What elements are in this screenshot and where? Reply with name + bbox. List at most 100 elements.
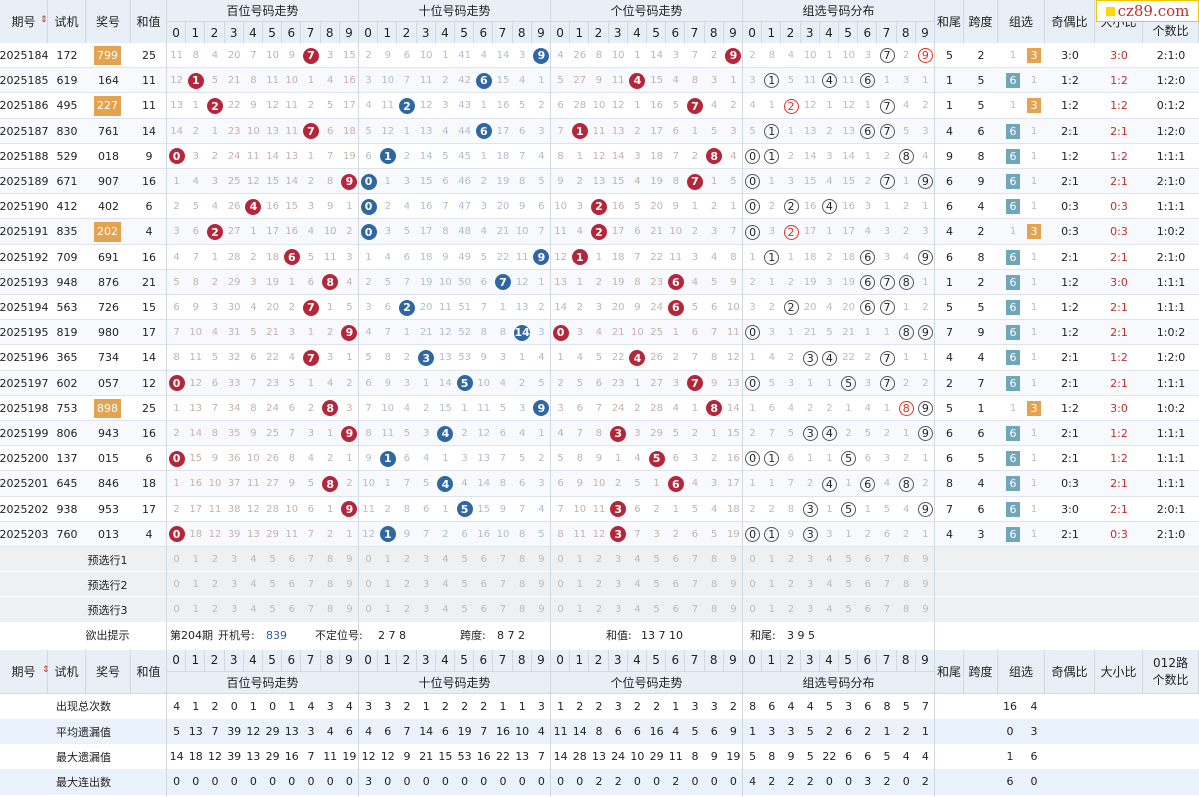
preselect-digit[interactable]: 0 [173,579,180,591]
preselect-digit[interactable]: 2 [595,579,603,591]
preselect-digit[interactable]: 3 [615,604,622,616]
preselect-digit[interactable]: 9 [922,554,929,566]
preselect-digit[interactable]: 7 [883,554,891,566]
preselect-digit[interactable]: 5 [461,604,468,616]
preselect-digit[interactable]: 7 [499,579,507,591]
preselect-digit[interactable]: 6 [480,579,487,591]
issue-header[interactable]: 期号 [0,0,48,44]
preselect-digit[interactable]: 8 [903,554,910,566]
preselect-digit[interactable]: 2 [403,554,411,566]
preselect-digit[interactable]: 5 [461,579,468,591]
preselect-digit[interactable]: 3 [807,579,814,591]
preselect-digit[interactable]: 5 [269,579,276,591]
preselect-digit[interactable]: 4 [250,604,257,616]
preselect-digit[interactable]: 1 [576,554,583,566]
preselect-digit[interactable]: 9 [922,579,929,591]
preselect-digit[interactable]: 6 [480,604,487,616]
preselect-digit[interactable]: 4 [826,604,833,616]
preselect-digit[interactable]: 1 [384,604,391,616]
preselect-digit[interactable]: 2 [211,604,219,616]
preselect-digit[interactable]: 3 [423,554,430,566]
preselect-digit[interactable]: 4 [634,604,641,616]
preselect-digit[interactable]: 3 [807,554,814,566]
preselect-digit[interactable]: 0 [557,579,564,591]
preselect-digit[interactable]: 7 [499,554,507,566]
preselect-digit[interactable]: 6 [288,579,295,591]
preselect-digit[interactable]: 7 [307,579,315,591]
preselect-digit[interactable]: 2 [787,604,795,616]
preselect-digit[interactable]: 2 [787,579,795,591]
preselect-digit[interactable]: 0 [749,579,756,591]
preselect-digit[interactable]: 6 [864,604,871,616]
preselect-digit[interactable]: 8 [519,554,526,566]
preselect-digit[interactable]: 5 [845,579,852,591]
preselect-digit[interactable]: 9 [922,604,929,616]
preselect-digit[interactable]: 2 [787,554,795,566]
preselect-digit[interactable]: 7 [499,604,507,616]
preselect-digit[interactable]: 0 [365,604,372,616]
preselect-digit[interactable]: 1 [192,579,199,591]
preselect-digit[interactable]: 0 [557,554,564,566]
preselect-digit[interactable]: 4 [250,554,257,566]
preselect-digit[interactable]: 8 [327,579,334,591]
preselect-digit[interactable]: 4 [442,579,449,591]
preselect-digit[interactable]: 9 [730,554,737,566]
site-logo[interactable]: cz89.com [1096,0,1199,22]
preselect-digit[interactable]: 2 [403,579,411,591]
preselect-digit[interactable]: 8 [519,579,526,591]
preselect-digit[interactable]: 9 [538,604,545,616]
preselect-digit[interactable]: 8 [903,604,910,616]
preselect-digit[interactable]: 1 [192,554,199,566]
preselect-digit[interactable]: 0 [749,554,756,566]
preselect-digit[interactable]: 7 [307,604,315,616]
preselect-digit[interactable]: 6 [672,554,679,566]
preselect-digit[interactable]: 4 [826,554,833,566]
preselect-digit[interactable]: 7 [883,579,891,591]
preselect-digit[interactable]: 5 [269,604,276,616]
preselect-digit[interactable]: 9 [538,554,545,566]
preselect-digit[interactable]: 7 [691,554,699,566]
preselect-digit[interactable]: 9 [730,579,737,591]
preselect-digit[interactable]: 1 [384,554,391,566]
preselect-digit[interactable]: 8 [711,579,718,591]
preselect-digit[interactable]: 1 [768,579,775,591]
preselect-digit[interactable]: 2 [403,604,411,616]
preselect-digit[interactable]: 5 [845,554,852,566]
preselect-digit[interactable]: 7 [883,604,891,616]
preselect-digit[interactable]: 1 [768,554,775,566]
preselect-digit[interactable]: 8 [711,554,718,566]
preselect-digit[interactable]: 8 [327,604,334,616]
preselect-digit[interactable]: 6 [864,554,871,566]
preselect-digit[interactable]: 3 [231,554,238,566]
preselect-digit[interactable]: 0 [365,554,372,566]
preselect-digit[interactable]: 9 [346,604,353,616]
preselect-digit[interactable]: 1 [576,604,583,616]
sort-arrows-icon[interactable]: ⇕ [42,664,50,675]
preselect-digit[interactable]: 8 [903,579,910,591]
preselect-digit[interactable]: 8 [711,604,718,616]
preselect-digit[interactable]: 4 [826,579,833,591]
preselect-digit[interactable]: 1 [384,579,391,591]
preselect-digit[interactable]: 5 [845,604,852,616]
preselect-digit[interactable]: 3 [423,579,430,591]
preselect-digit[interactable]: 6 [480,554,487,566]
preselect-digit[interactable]: 7 [691,604,699,616]
preselect-digit[interactable]: 5 [653,554,660,566]
preselect-digit[interactable]: 5 [653,579,660,591]
preselect-digit[interactable]: 4 [634,554,641,566]
preselect-digit[interactable]: 7 [691,579,699,591]
preselect-digit[interactable]: 1 [576,579,583,591]
preselect-digit[interactable]: 3 [807,604,814,616]
preselect-digit[interactable]: 4 [442,554,449,566]
preselect-digit[interactable]: 1 [768,604,775,616]
preselect-digit[interactable]: 3 [231,579,238,591]
sort-arrows-icon[interactable]: ⇕ [40,15,48,25]
preselect-digit[interactable]: 6 [864,579,871,591]
preselect-digit[interactable]: 0 [365,579,372,591]
preselect-digit[interactable]: 4 [442,604,449,616]
preselect-digit[interactable]: 9 [730,604,737,616]
preselect-digit[interactable]: 3 [615,579,622,591]
preselect-digit[interactable]: 3 [423,604,430,616]
preselect-digit[interactable]: 6 [672,579,679,591]
preselect-digit[interactable]: 5 [461,554,468,566]
